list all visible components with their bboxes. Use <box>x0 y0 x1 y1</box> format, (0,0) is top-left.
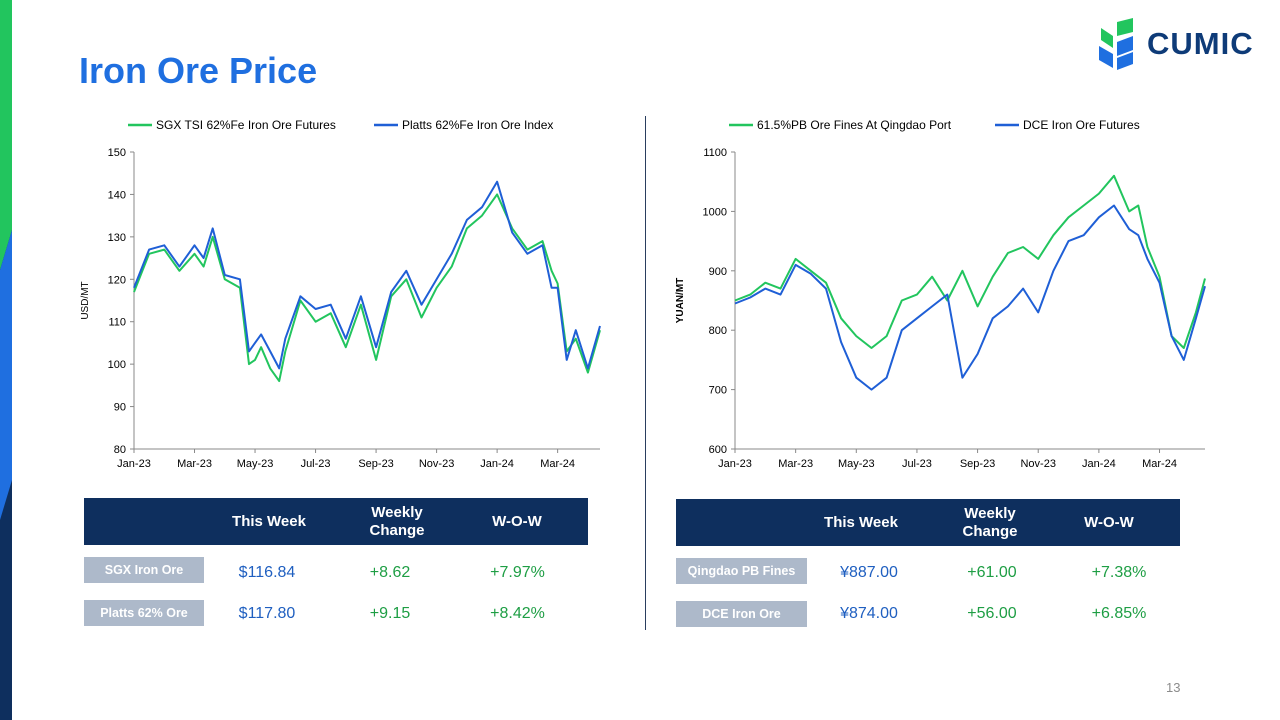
y-tick-label: 700 <box>709 385 727 397</box>
price-qingdao: ¥887.00 <box>840 564 898 581</box>
y-tick-label: 120 <box>108 274 126 286</box>
header-weekly-change: Weekly Change <box>369 503 425 539</box>
header-wow: W-O-W <box>492 512 542 530</box>
logo-text: CUMIC <box>1147 26 1254 61</box>
x-tick-label: Mar-23 <box>778 458 813 470</box>
series-line-blue <box>133 180 601 370</box>
wow-dce: +6.85% <box>1091 605 1147 622</box>
side-accent-bar <box>0 0 12 720</box>
legend-entry: Platts 62%Fe Iron Ore Index <box>402 118 553 132</box>
wow-platts: +8.42% <box>490 605 545 622</box>
y-tick-label: 1000 <box>703 206 727 218</box>
wow-qingdao: +7.38% <box>1091 564 1147 581</box>
legend-entry: DCE Iron Ore Futures <box>1023 118 1140 132</box>
x-tick-label: Mar-23 <box>177 458 212 470</box>
y-tick-label: 80 <box>114 444 126 456</box>
row-label-sgx: SGX Iron Ore <box>84 557 204 583</box>
y-axis-label: YUAN/MT <box>675 278 686 324</box>
y-tick-label: 110 <box>108 317 126 329</box>
header-wow: W-O-W <box>1084 513 1134 531</box>
header-this-week: This Week <box>824 513 898 531</box>
x-tick-label: Jul-23 <box>902 458 932 470</box>
y-tick-label: 130 <box>108 232 126 244</box>
price-sgx: $116.84 <box>238 564 296 581</box>
x-tick-label: May-23 <box>237 458 274 470</box>
change-dce: +56.00 <box>967 605 1017 622</box>
left-price-chart: 80 90 100 110 120 130 140 150 Jan-23 Mar-23 May-23… <box>80 118 601 470</box>
header-this-week: This Week <box>232 512 306 530</box>
y-tick-label: 900 <box>709 266 727 278</box>
x-tick-label: Nov-23 <box>1020 458 1055 470</box>
y-tick-label: 150 <box>108 147 126 159</box>
wow-sgx: +7.97% <box>490 564 545 581</box>
x-tick-label: Mar-24 <box>1142 458 1177 470</box>
series-line-green <box>734 174 1206 349</box>
header-weekly-change: Weekly Change <box>962 504 1018 540</box>
change-platts: +9.15 <box>369 605 411 622</box>
x-tick-label: Jan-24 <box>1082 458 1116 470</box>
y-tick-label: 90 <box>114 402 126 414</box>
x-tick-label: May-23 <box>838 458 875 470</box>
x-tick-label: Jan-24 <box>480 458 514 470</box>
change-qingdao: +61.00 <box>967 564 1017 581</box>
x-tick-label: Jul-23 <box>301 458 331 470</box>
y-tick-label: 600 <box>709 444 727 456</box>
legend-entry: 61.5%PB Ore Fines At Qingdao Port <box>757 118 952 132</box>
change-sgx: +8.62 <box>369 564 411 581</box>
series-line-blue <box>734 204 1206 391</box>
row-label-qingdao: Qingdao PB Fines <box>676 558 807 584</box>
price-dce: ¥874.00 <box>840 605 898 622</box>
x-tick-label: Jan-23 <box>718 458 752 470</box>
y-tick-label: 1100 <box>703 147 727 159</box>
page-title: Iron Ore Price <box>79 50 318 91</box>
x-tick-label: Mar-24 <box>540 458 575 470</box>
row-label-platts: Platts 62% Ore <box>84 600 204 626</box>
y-axis-label: USD/MT <box>80 281 91 319</box>
y-tick-label: 100 <box>108 359 126 371</box>
y-tick-label: 800 <box>709 325 727 337</box>
x-tick-label: Sep-23 <box>358 458 393 470</box>
legend-entry: SGX TSI 62%Fe Iron Ore Futures <box>156 118 336 132</box>
price-platts: $117.80 <box>238 605 296 622</box>
right-price-chart: 600 700 800 900 1000 1100 Jan-23 Mar-23 May-23 Ju… <box>675 118 1206 470</box>
table-header-left: This Week Weekly Change W-O-W <box>84 498 588 545</box>
x-tick-label: Sep-23 <box>960 458 995 470</box>
page-number: 13 <box>1166 680 1181 695</box>
cumic-logo-icon <box>1099 18 1133 70</box>
logo: CUMIC <box>1095 18 1260 70</box>
x-tick-label: Jan-23 <box>117 458 151 470</box>
y-tick-label: 140 <box>108 189 126 201</box>
series-line-green <box>133 193 601 383</box>
row-label-dce: DCE Iron Ore <box>676 601 807 627</box>
table-header-right: This Week Weekly Change W-O-W <box>676 499 1180 546</box>
chart-divider <box>645 116 646 630</box>
x-tick-label: Nov-23 <box>419 458 454 470</box>
